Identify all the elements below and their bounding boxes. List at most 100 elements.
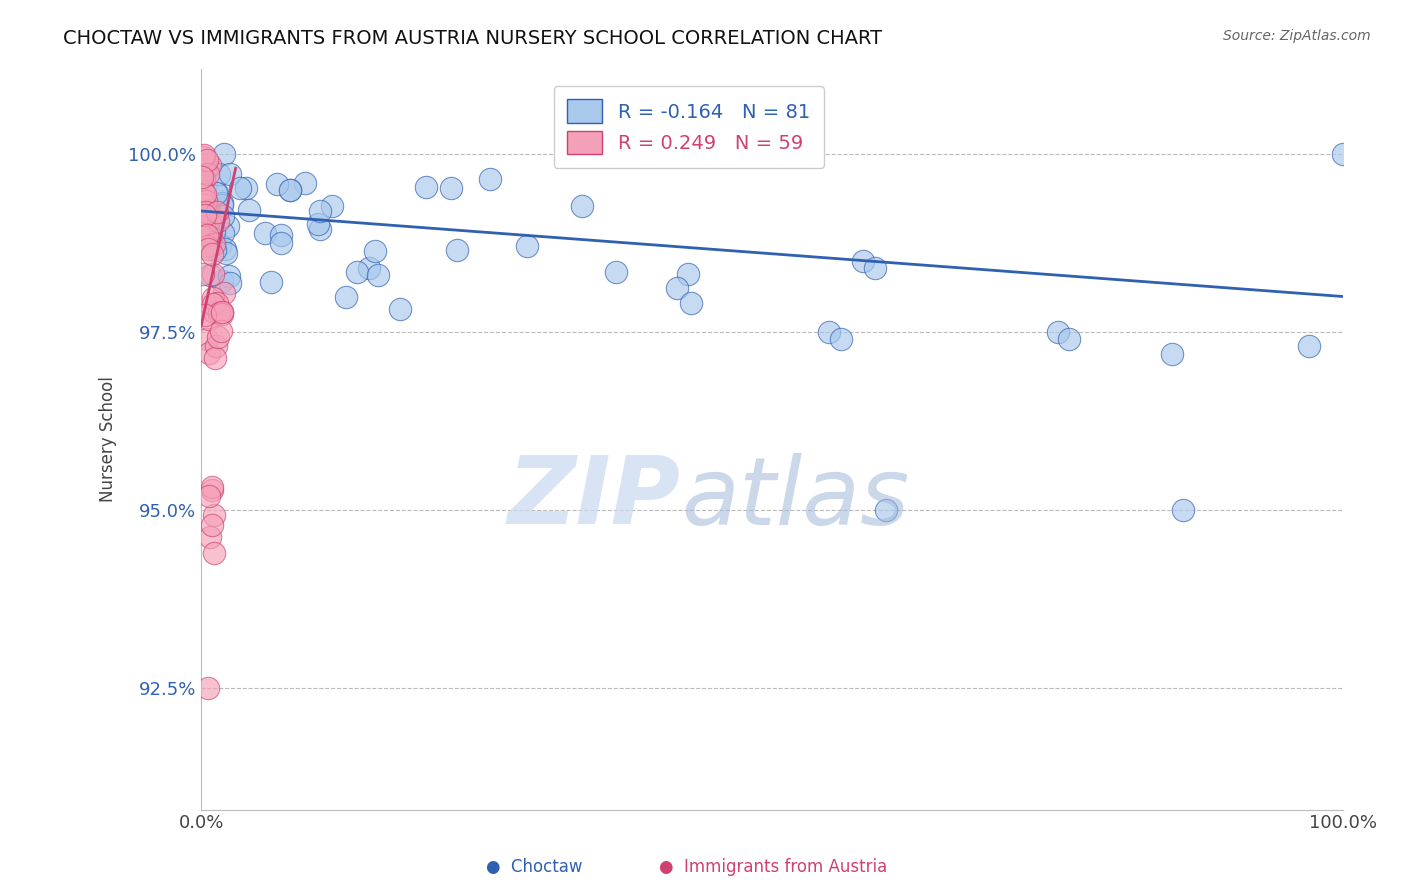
Point xyxy=(235,181,257,195)
Point xyxy=(194,161,217,176)
Point xyxy=(818,325,841,339)
Point xyxy=(219,167,242,181)
Point xyxy=(253,226,276,240)
Point xyxy=(1160,346,1182,360)
Point xyxy=(440,181,463,195)
Point xyxy=(204,244,226,258)
Point xyxy=(679,295,702,310)
Point xyxy=(266,177,288,191)
Point xyxy=(201,517,224,532)
Point xyxy=(676,267,699,281)
Point xyxy=(212,209,235,223)
Point xyxy=(191,185,214,199)
Point xyxy=(202,297,225,311)
Point xyxy=(605,265,627,279)
Point xyxy=(194,205,217,219)
Point xyxy=(201,483,224,498)
Point xyxy=(212,227,235,241)
Point xyxy=(198,530,221,544)
Point xyxy=(207,214,229,228)
Point xyxy=(195,194,218,208)
Point xyxy=(212,285,235,300)
Point xyxy=(195,153,218,168)
Point xyxy=(211,307,233,321)
Point xyxy=(1331,147,1354,161)
Point xyxy=(191,193,214,207)
Point xyxy=(270,235,292,250)
Point xyxy=(209,238,232,252)
Point xyxy=(193,172,215,186)
Point xyxy=(294,176,316,190)
Point xyxy=(195,208,218,222)
Point xyxy=(852,253,875,268)
Point xyxy=(193,194,215,208)
Point xyxy=(218,277,240,291)
Point xyxy=(205,186,228,200)
Point xyxy=(200,230,222,244)
Point xyxy=(207,167,229,181)
Point xyxy=(202,291,225,305)
Text: ●  Immigrants from Austria: ● Immigrants from Austria xyxy=(659,858,887,876)
Point xyxy=(198,158,221,172)
Point xyxy=(193,157,215,171)
Point xyxy=(205,339,228,353)
Point xyxy=(193,226,215,240)
Point xyxy=(194,157,217,171)
Point xyxy=(202,219,225,233)
Point xyxy=(666,281,689,295)
Point xyxy=(198,161,221,176)
Point xyxy=(478,171,501,186)
Point xyxy=(198,220,221,235)
Text: ZIP: ZIP xyxy=(508,452,681,544)
Point xyxy=(359,261,381,276)
Point xyxy=(367,268,389,283)
Point xyxy=(191,211,214,226)
Point xyxy=(207,205,229,219)
Point xyxy=(194,309,217,323)
Point xyxy=(209,324,232,338)
Point xyxy=(207,186,229,200)
Point xyxy=(863,260,886,275)
Point xyxy=(364,244,387,258)
Point xyxy=(200,268,222,283)
Point xyxy=(201,480,224,494)
Point xyxy=(204,351,226,365)
Legend: R = -0.164   N = 81, R = 0.249   N = 59: R = -0.164 N = 81, R = 0.249 N = 59 xyxy=(554,86,824,168)
Point xyxy=(197,167,219,181)
Point xyxy=(215,245,238,260)
Point xyxy=(270,227,292,242)
Point xyxy=(346,265,368,279)
Point xyxy=(217,219,239,233)
Point xyxy=(307,217,329,231)
Point xyxy=(193,148,215,162)
Point xyxy=(259,275,281,289)
Point xyxy=(238,202,260,217)
Point xyxy=(211,305,233,319)
Point xyxy=(197,312,219,326)
Point xyxy=(211,274,233,288)
Point xyxy=(193,186,215,201)
Point xyxy=(197,212,219,227)
Point xyxy=(571,199,593,213)
Point xyxy=(198,199,221,213)
Point xyxy=(446,243,468,257)
Point xyxy=(202,305,225,319)
Point xyxy=(211,196,233,211)
Point xyxy=(198,346,221,360)
Point xyxy=(278,183,301,197)
Point xyxy=(205,204,228,219)
Point xyxy=(229,180,252,194)
Point xyxy=(200,219,222,234)
Point xyxy=(516,239,538,253)
Point xyxy=(208,306,231,320)
Point xyxy=(1298,339,1320,353)
Point xyxy=(211,197,233,211)
Point xyxy=(308,222,330,236)
Point xyxy=(194,197,217,211)
Point xyxy=(388,301,411,316)
Text: Source: ZipAtlas.com: Source: ZipAtlas.com xyxy=(1223,29,1371,43)
Point xyxy=(202,224,225,238)
Point xyxy=(335,290,357,304)
Point xyxy=(212,147,235,161)
Point xyxy=(193,219,215,234)
